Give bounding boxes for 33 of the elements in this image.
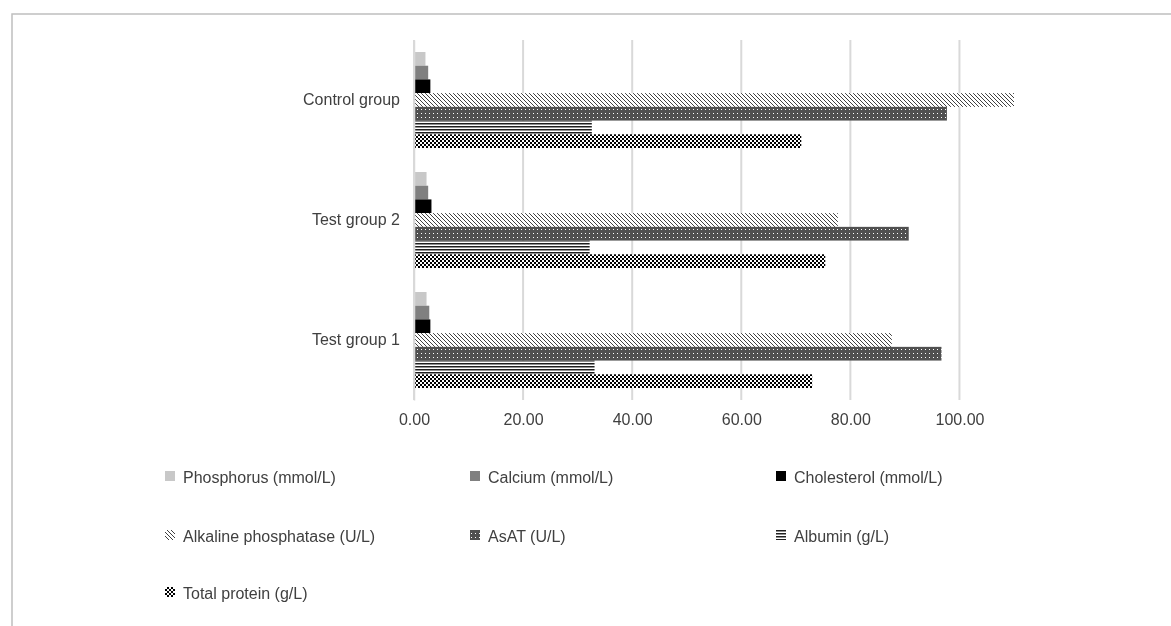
bar [414,254,826,268]
bar [414,360,595,375]
bar [414,120,592,135]
bar [414,213,838,227]
bar [414,79,431,94]
y-tick-label: Test group 2 [311,211,401,229]
bar [414,172,427,186]
x-tick-label: 60.00 [721,411,762,429]
x-tick-label: 100.00 [935,411,985,429]
x-tick-label: 0.00 [398,411,431,429]
legend-label: Total protein (g/L) [183,584,308,602]
bar [414,240,590,255]
legend-label: Phosphorus (mmol/L) [183,468,336,486]
bar [414,134,802,148]
x-tick-label: 40.00 [612,411,653,429]
legend-label: AsAT (U/L) [488,527,566,545]
x-tick-label: 20.00 [503,411,544,429]
legend-label: Alkaline phosphatase (U/L) [183,527,376,545]
bar [414,346,942,361]
bar [414,319,431,334]
legend-label: Calcium (mmol/L) [488,468,614,486]
bar [414,333,892,347]
bar [414,226,909,241]
bar [414,199,432,214]
y-tick-label: Test group 1 [311,331,401,349]
x-tick-label: 80.00 [830,411,871,429]
legend-label: Albumin (g/L) [794,527,890,545]
bar [414,106,947,121]
bar [414,292,427,306]
bar [414,374,813,388]
y-tick-label: Control group [303,91,401,109]
legend-label: Cholesterol (mmol/L) [794,468,943,486]
bar [414,93,1014,107]
